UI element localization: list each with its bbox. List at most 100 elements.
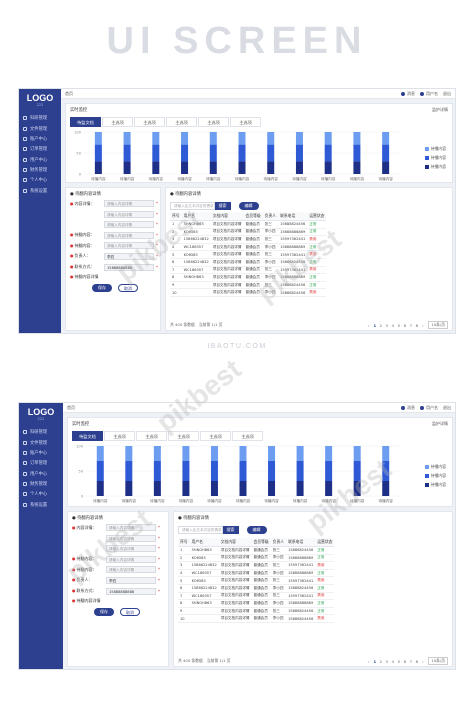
form-input[interactable]: 请输入内容详情 — [106, 545, 156, 553]
sidebar-item[interactable]: 账户中心 — [19, 134, 61, 144]
cancel-button[interactable]: 取消 — [120, 608, 140, 617]
next-page-button[interactable]: › — [422, 322, 424, 328]
form-input[interactable]: 请输入内容详情 — [106, 555, 156, 563]
logout-link[interactable]: 退出 — [443, 404, 451, 410]
table-row[interactable]: 2 KO6585 项目文档内容详情 普通会员 李小四 15888888889 正常 — [178, 554, 335, 563]
sidebar-item[interactable]: 科研管理 — [19, 113, 61, 123]
form-input[interactable]: 李四 — [104, 252, 154, 260]
sidebar-item[interactable]: 账户中心 — [19, 448, 63, 458]
tab-1[interactable]: 待监文档 — [70, 117, 101, 127]
table-row[interactable]: 5 KO6585 项目文档内容详情 普通会员 张三 15597362441 禁用 — [178, 576, 335, 585]
page-number[interactable]: 1 — [373, 658, 377, 664]
messages-link[interactable]: 消息 — [401, 91, 415, 97]
table-row[interactable]: 1 SHNGH863 项目文档内容详情 普通会员 张三 15888824456 正常 — [178, 546, 335, 555]
table-row[interactable]: 10 项目文档内容详情 普通会员 李小四 15888824456 禁用 — [178, 614, 335, 623]
table-row[interactable]: 10 项目文档内容详情 普通会员 李小四 15888824456 禁用 — [170, 288, 327, 297]
page-number[interactable]: 6 — [403, 658, 406, 664]
tab-3[interactable]: 主选项 — [136, 431, 167, 441]
user-menu[interactable]: 用户名 — [420, 91, 438, 97]
sidebar-item[interactable]: 用户中心 — [19, 155, 61, 165]
save-button[interactable]: 保存 — [94, 608, 114, 617]
page-size-select[interactable]: 10条/页 — [428, 321, 448, 329]
page-size-select[interactable]: 10条/页 — [428, 657, 448, 665]
home-link[interactable]: 首页 — [67, 404, 75, 410]
table-row[interactable]: 7 WC186357 项目文档内容详情 普通会员 张三 15597362441 禁用 — [170, 266, 327, 275]
form-input[interactable]: 请输入内容详情 — [104, 231, 154, 239]
tab-2[interactable]: 主选项 — [102, 117, 133, 127]
page-number[interactable]: 4 — [391, 658, 394, 664]
form-input[interactable]: 请输入内容详情 — [106, 534, 156, 542]
sidebar-item[interactable]: 科研管理 — [19, 427, 63, 437]
tab-3[interactable]: 主选项 — [134, 117, 165, 127]
sidebar-item[interactable]: 财务管理 — [19, 165, 61, 175]
tab-2[interactable]: 主选项 — [104, 431, 135, 441]
user-menu[interactable]: 用户名 — [420, 405, 438, 411]
prev-page-button[interactable]: ‹ — [368, 658, 370, 664]
edit-button[interactable]: 编辑 — [238, 202, 259, 210]
form-input[interactable]: 请输入内容详情 — [104, 242, 154, 250]
sidebar-item[interactable]: 文件管理 — [19, 123, 61, 133]
logout-link[interactable]: 退出 — [443, 90, 451, 96]
sidebar-item[interactable]: 个人中心 — [19, 489, 63, 499]
save-button[interactable]: 保存 — [92, 284, 112, 293]
table-row[interactable]: 4 WC186357 项目文档内容详情 普通会员 李小四 15888888889 正常 — [178, 569, 335, 578]
form-input[interactable]: 请输入内容详情 — [104, 210, 154, 218]
sidebar-item[interactable]: 订单管理 — [19, 144, 61, 154]
table-row[interactable]: 2 KO6585 项目文档内容详情 普通会员 李小四 15888888889 正常 — [170, 228, 327, 237]
sidebar-item[interactable]: 系统设置 — [19, 186, 61, 196]
tab-6[interactable]: 主选项 — [230, 117, 261, 127]
page-number[interactable]: 1 — [373, 322, 377, 328]
page-number[interactable]: 7 — [409, 658, 412, 664]
page-number[interactable]: 3 — [385, 322, 388, 328]
page-number[interactable]: 3 — [385, 658, 388, 664]
sidebar-item[interactable]: 文件管理 — [19, 437, 63, 447]
form-input[interactable]: 15888888888 — [104, 263, 154, 271]
search-input[interactable]: 请输入此文本内容的需求 — [170, 202, 215, 210]
home-link[interactable]: 首页 — [65, 90, 73, 96]
page-number[interactable]: 7 — [409, 322, 412, 328]
table-row[interactable]: 9 项目文档内容详情 普通会员 张三 15888824456 正常 — [170, 281, 327, 290]
tab-4[interactable]: 主选项 — [166, 117, 197, 127]
form-input[interactable]: 15888888888 — [106, 587, 156, 595]
table-row[interactable]: 6 15866224832 项目文档内容详情 普通会员 李小四 15888824456 正常 — [178, 584, 335, 593]
cancel-button[interactable]: 取消 — [118, 284, 138, 293]
sidebar-item[interactable]: 个人中心 — [19, 175, 61, 185]
table-row[interactable]: 7 WC186357 项目文档内容详情 普通会员 张三 15597362441 禁用 — [178, 592, 335, 601]
table-row[interactable]: 3 15866224832 项目文档内容详情 普通会员 张三 15597362441 禁用 — [170, 235, 327, 244]
form-input[interactable]: 请输入内容详情 — [104, 200, 154, 207]
page-number[interactable]: 5 — [397, 322, 400, 328]
table-row[interactable]: 5 KO6585 项目文档内容详情 普通会员 张三 15597362441 禁用 — [170, 250, 327, 259]
tab-4[interactable]: 主选项 — [168, 431, 199, 441]
sidebar-item[interactable]: 财务管理 — [19, 479, 63, 489]
page-number[interactable]: 6 — [403, 322, 406, 328]
next-page-button[interactable]: › — [422, 658, 424, 664]
table-row[interactable]: 8 SHNGH863 项目文档内容详情 普通会员 李小四 15888888889 正常 — [170, 273, 327, 282]
edit-button[interactable]: 编辑 — [246, 526, 267, 534]
page-number[interactable]: 2 — [379, 658, 382, 664]
table-row[interactable]: 8 SHNGH863 项目文档内容详情 普通会员 李小四 15888888889 正常 — [178, 599, 335, 608]
page-number[interactable]: 8 — [415, 322, 418, 328]
page-number[interactable]: 8 — [415, 658, 418, 664]
table-row[interactable]: 1 SHNGH863 项目文档内容详情 普通会员 张三 15888824456 正常 — [170, 220, 327, 229]
monitor-details-link[interactable]: 监护详情 — [432, 421, 448, 426]
sidebar-item[interactable]: 订单管理 — [19, 458, 63, 468]
form-input[interactable]: 李四 — [106, 576, 156, 584]
tab-5[interactable]: 主选项 — [200, 431, 231, 441]
tab-5[interactable]: 主选项 — [198, 117, 229, 127]
messages-link[interactable]: 消息 — [401, 405, 415, 411]
table-row[interactable]: 4 WC186357 项目文档内容详情 普通会员 李小四 15888888889 正常 — [170, 243, 327, 252]
form-input[interactable]: 请输入内容详情 — [104, 221, 154, 229]
search-input[interactable]: 请输入此文本内容的需求 — [178, 526, 223, 534]
prev-page-button[interactable]: ‹ — [368, 322, 370, 328]
tab-6[interactable]: 主选项 — [232, 431, 263, 441]
form-input[interactable]: 请输入内容详情 — [106, 524, 156, 531]
tab-1[interactable]: 待监文档 — [72, 431, 103, 441]
form-input[interactable]: 请输入内容详情 — [106, 566, 156, 574]
monitor-details-link[interactable]: 监护详情 — [432, 107, 448, 112]
sidebar-item[interactable]: 系统设置 — [19, 500, 63, 510]
table-row[interactable]: 3 15866224832 项目文档内容详情 普通会员 张三 15597362441 禁用 — [178, 561, 335, 570]
table-row[interactable]: 6 15866224832 项目文档内容详情 普通会员 李小四 15888824456 正常 — [170, 258, 327, 267]
page-number[interactable]: 5 — [397, 658, 400, 664]
sidebar-item[interactable]: 用户中心 — [19, 469, 63, 479]
search-button[interactable]: 搜索 — [222, 526, 239, 534]
